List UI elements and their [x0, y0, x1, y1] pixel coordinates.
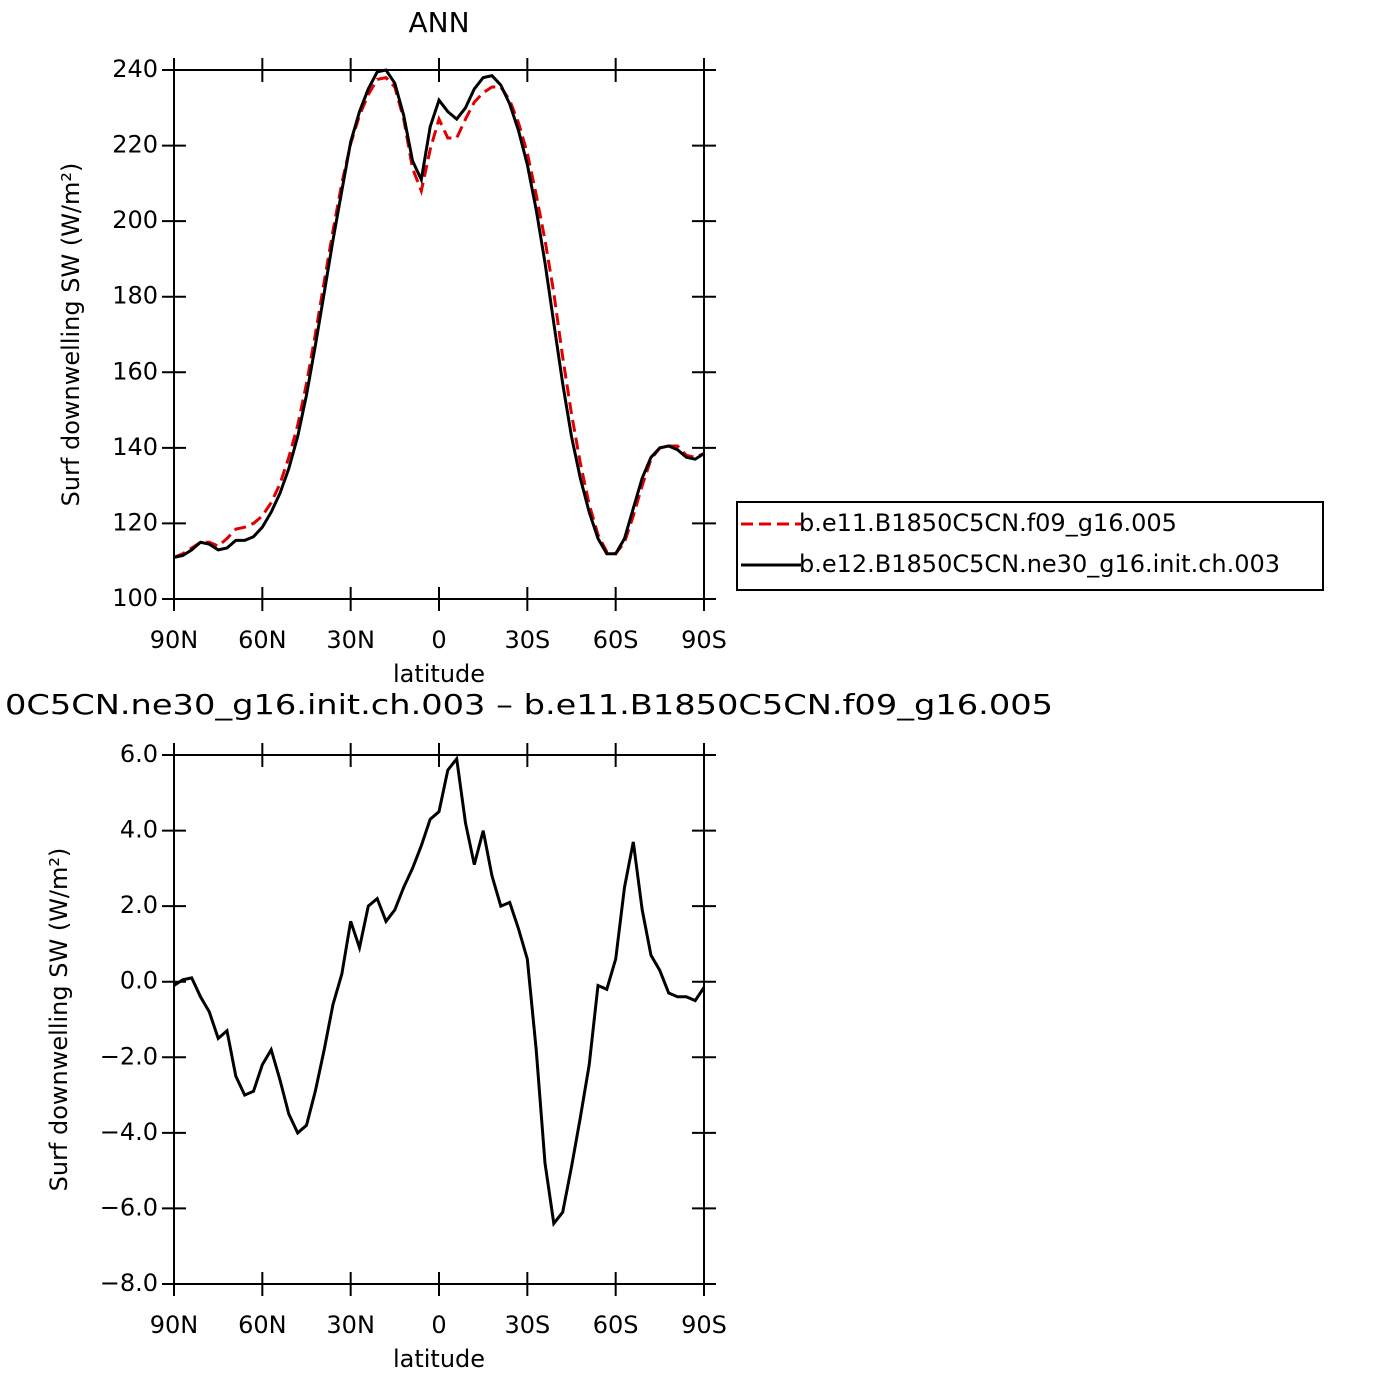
plot-frame [173, 69, 705, 600]
y-tick-label: 120 [112, 508, 158, 536]
y-tick-label: 220 [112, 131, 158, 159]
x-tick-label: 90S [681, 1311, 727, 1339]
x-tick-label: 0 [431, 626, 446, 654]
legend-label: b.e12.B1850C5CN.ne30_g16.init.ch.003 [799, 550, 1280, 578]
x-tick-label: 60S [593, 1311, 639, 1339]
data-line [173, 755, 706, 1228]
legend-label: b.e11.B1850C5CN.f09_g16.005 [799, 509, 1177, 537]
x-tick-label: 60N [238, 626, 287, 654]
x-tick-label: 60N [238, 1311, 287, 1339]
chart-title: ANN [408, 6, 469, 39]
x-tick-label: 30N [326, 1311, 375, 1339]
x-tick-label: 30S [504, 1311, 550, 1339]
y-tick-label: 160 [112, 357, 158, 385]
y-axis-label: Surf downwelling SW (W/m²) [45, 848, 73, 1192]
y-tick-label: 100 [112, 584, 158, 612]
y-tick-label: −2.0 [100, 1042, 158, 1070]
y-tick-label: 2.0 [120, 891, 158, 919]
y-tick-label: 240 [112, 55, 158, 83]
y-axis-label: Surf downwelling SW (W/m²) [57, 163, 85, 507]
y-tick-label: 200 [112, 206, 158, 234]
x-tick-label: 60S [593, 626, 639, 654]
x-tick-label: 90N [150, 626, 199, 654]
y-tick-label: −8.0 [100, 1269, 158, 1297]
y-tick-label: 140 [112, 433, 158, 461]
y-tick-label: 0.0 [120, 967, 158, 995]
x-axis-label: latitude [393, 660, 485, 688]
legend-box [736, 501, 1324, 591]
x-tick-label: 0 [431, 1311, 446, 1339]
data-line [173, 68, 705, 559]
y-tick-label: 180 [112, 282, 158, 310]
x-tick-label: 90N [150, 1311, 199, 1339]
data-line [173, 75, 705, 559]
x-tick-label: 30S [504, 626, 550, 654]
y-tick-label: 4.0 [120, 816, 158, 844]
y-tick-label: 6.0 [120, 740, 158, 768]
y-tick-label: −6.0 [100, 1193, 158, 1221]
chart-title: 0C5CN.ne30_g16.init.ch.003 – b.e11.B1850… [5, 688, 1053, 721]
y-tick-label: −4.0 [100, 1118, 158, 1146]
x-tick-label: 90S [681, 626, 727, 654]
x-tick-label: 30N [326, 626, 375, 654]
x-axis-label: latitude [393, 1345, 485, 1373]
plot-frame [173, 754, 705, 1285]
